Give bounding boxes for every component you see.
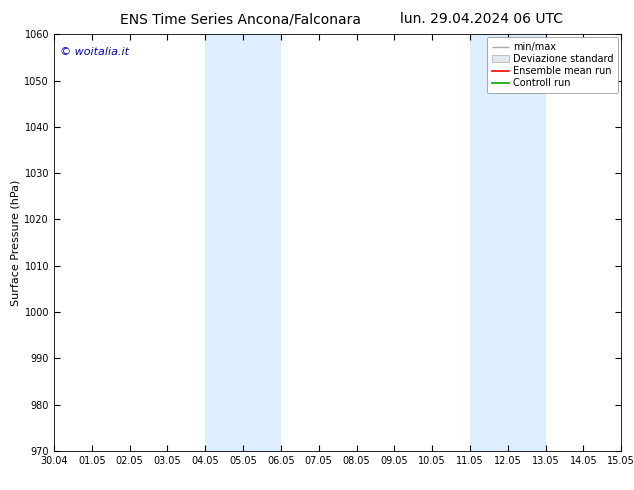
Bar (470, 34, 546, 451)
Bar (205, 34, 281, 451)
Y-axis label: Surface Pressure (hPa): Surface Pressure (hPa) (10, 179, 20, 306)
Legend: min/max, Deviazione standard, Ensemble mean run, Controll run: min/max, Deviazione standard, Ensemble m… (487, 37, 618, 93)
Text: © woitalia.it: © woitalia.it (60, 47, 129, 57)
Text: ENS Time Series Ancona/Falconara: ENS Time Series Ancona/Falconara (120, 12, 361, 26)
Text: lun. 29.04.2024 06 UTC: lun. 29.04.2024 06 UTC (400, 12, 564, 26)
